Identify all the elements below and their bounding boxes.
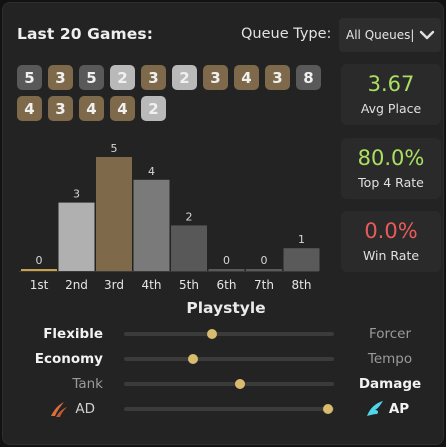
wing-icon [365,400,385,422]
playstyle-marker [234,379,245,389]
placement-badge: 2 [110,65,135,90]
avg-place-value: 3.67 [367,72,415,96]
bar-value-label: 2 [186,210,193,223]
placement-badge: 8 [296,65,321,90]
playstyle-row: Tank Damage [3,374,446,394]
placement-badge: 5 [79,65,104,90]
chevron-down-icon [419,30,435,40]
claw-icon [48,400,68,422]
bar-5th [171,225,207,271]
placement-badge: 3 [141,65,166,90]
placement-badge: 3 [265,65,290,90]
playstyle-marker [322,404,333,414]
bar-8th [283,248,320,271]
queue-type-value: All Queues| [346,28,415,42]
x-tick-label: 3rd [104,278,124,292]
placement-badge: 5 [17,65,42,90]
placement-badge: 4 [234,65,259,90]
placement-badge: 3 [203,65,228,90]
bar-value-label: 4 [148,165,155,178]
x-tick-label: 8th [292,278,312,292]
bar-value-label: 0 [261,254,268,267]
top4-rate-card: 80.0% Top 4 Rate [341,138,441,199]
placement-badge: 2 [141,96,166,121]
playstyle-right-label: Forcer [368,326,412,342]
queue-type-select[interactable]: All Queues| [339,18,441,52]
x-tick-label: 1st [30,278,49,292]
playstyle-right-label: AP [388,401,410,417]
bar-value-label: 0 [223,254,230,267]
placement-badge: 4 [110,96,135,121]
x-tick-label: 6th [217,278,237,292]
bar-1st [21,269,57,271]
playstyle-marker [188,354,199,364]
playstyle-row: AD AP [3,399,446,419]
playstyle-track [124,329,334,339]
playstyle-left-label: Flexible [43,326,103,342]
placement-badge: 3 [48,65,73,90]
x-tick-label: 4th [142,278,162,292]
bar-7th [246,269,282,271]
playstyle-left-label: Tank [72,376,103,392]
playstyle-title: Playstyle [186,299,266,317]
playstyle-left-label: Economy [34,351,103,367]
win-rate-value: 0.0% [364,219,418,243]
placement-badge: 4 [17,96,42,121]
bar-value-label: 5 [111,142,118,155]
win-rate-card: 0.0% Win Rate [341,211,441,272]
bar-4th [133,179,170,271]
x-tick-label: 2nd [65,278,88,292]
bar-value-label: 3 [73,188,80,201]
placement-badge: 3 [48,96,73,121]
win-rate-label: Win Rate [362,248,420,263]
playstyle-right-label: Tempo [367,351,413,367]
playstyle-right-label: Damage [358,376,422,392]
playstyle-marker [207,329,218,339]
placement-histogram: 0 1st 3 2nd 5 3rd 4 4th 2 5th 0 6th 0 7th 1 8th [19,142,320,292]
top4-rate-label: Top 4 Rate [358,175,424,190]
bar-3rd [96,157,132,271]
placement-badge: 4 [79,96,104,121]
avg-place-card: 3.67 Avg Place [341,64,441,125]
panel-title: Last 20 Games: [17,25,154,43]
placement-badge: 2 [172,65,197,90]
x-tick-label: 5th [179,278,199,292]
bar-value-label: 1 [298,233,305,246]
playstyle-row: Economy Tempo [3,349,446,369]
playstyle-track [124,379,334,389]
playstyle-track [124,354,334,364]
playstyle-left-label: AD [75,401,95,417]
top4-rate-value: 80.0% [357,146,425,170]
bar-value-label: 0 [36,254,43,267]
x-tick-label: 7th [254,278,274,292]
avg-place-label: Avg Place [360,101,422,116]
bar-2nd [58,202,95,271]
queue-type-label: Queue Type: [241,26,332,42]
playstyle-row: Flexible Forcer [3,324,446,344]
playstyle-track [124,404,334,414]
bar-6th [208,269,245,271]
